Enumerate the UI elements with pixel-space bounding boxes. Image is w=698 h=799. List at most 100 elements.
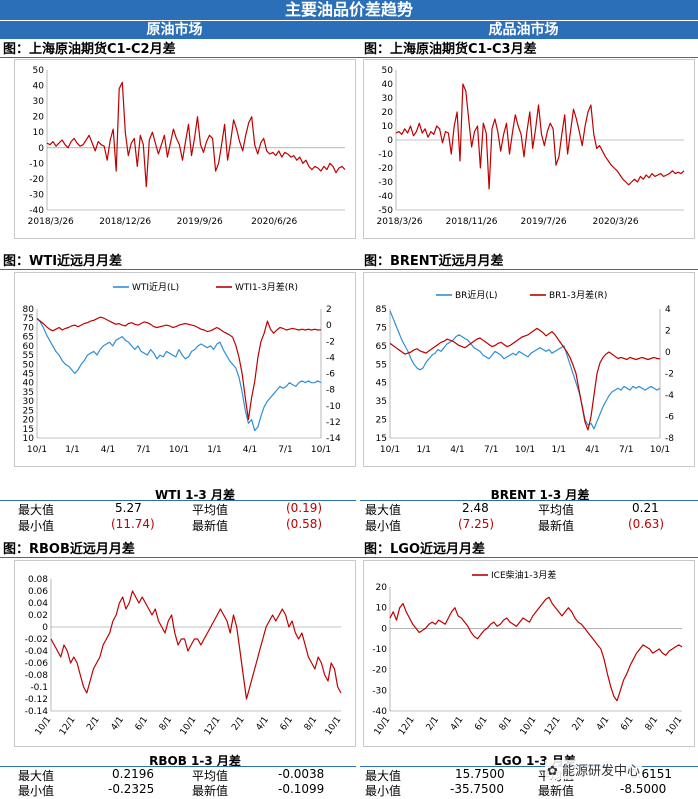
brent-avg-value: 0.21: [632, 501, 659, 515]
x-tick-label: 10/1: [665, 715, 685, 737]
y2-tick-label: -4: [326, 353, 335, 363]
y2-tick-label: 4: [665, 305, 671, 315]
x-tick-label: 2020/6/26: [251, 217, 297, 227]
brent-stats-title: BRENT 1-3 月差: [490, 488, 590, 502]
y-tick-label: 0.02: [28, 611, 48, 621]
y-tick-label: 25: [23, 406, 34, 416]
y-tick-label: 10: [33, 128, 45, 138]
y-tick-label: 50: [33, 66, 45, 76]
lgo-min-label: 最小值: [365, 784, 402, 798]
legend-label: ICE柴油1-3月差: [491, 569, 556, 581]
y-tick-label: 20: [382, 108, 394, 118]
rbob-avg-label: 平均值: [192, 769, 229, 783]
x-tick-label: 2/1: [571, 715, 587, 733]
series-line-0: [395, 83, 685, 190]
chart-sc-c1c2: 50 40 30 20 10 0 -10 -20 -30 -40 2018/3/26 2018/12/…: [14, 59, 356, 239]
series-line-0: [50, 590, 342, 700]
rbob-latest-value: -0.1099: [278, 782, 325, 796]
y-tick-label: 65: [376, 342, 387, 352]
x-tick-label: 12/1: [58, 715, 78, 737]
wti-max-value: 5.27: [115, 501, 142, 515]
y-tick-label: 45: [376, 379, 387, 389]
y2-tick-label: -8: [665, 434, 674, 444]
y-tick-label: -0.14: [25, 707, 49, 717]
y2-tick-label: -12: [326, 418, 341, 428]
rbob-min-value: -0.2325: [108, 782, 155, 796]
x-tick-label: 10/1: [311, 445, 331, 455]
y-tick-label: 35: [376, 397, 387, 407]
chart-sc-c1c3: 50 40 30 20 10 0 -10 -20 -30 -40 -50 2018/3/26 2018/…: [363, 59, 695, 239]
y-tick-label: 40: [23, 379, 35, 389]
chart-lgo: 20 10 0 -10 -20 -30 -40 10/1 12/1 2/1 4/1 6/1 8/1 10/…: [363, 560, 695, 747]
x-tick-label: 4/1: [585, 445, 599, 455]
y-tick-label: -30: [372, 686, 387, 696]
brent-avg-label: 平均值: [538, 503, 575, 517]
x-tick-label: 4/1: [254, 715, 270, 733]
y-tick-label: -20: [29, 175, 44, 185]
y-tick-label: 75: [23, 314, 34, 324]
x-tick-label: 2/1: [230, 715, 246, 733]
x-tick-label: 7/1: [484, 445, 498, 455]
y-tick-label: -40: [378, 192, 393, 202]
x-tick-label: 1/1: [552, 445, 566, 455]
brent-min-label: 最小值: [365, 519, 402, 533]
wti-stats-title: WTI 1-3 月差: [155, 488, 235, 502]
y-tick-label: 20: [33, 113, 45, 123]
y2-tick-label: 2: [326, 305, 332, 315]
lgo-latest-value: -8.5000: [620, 782, 667, 796]
y-tick-label: 80: [23, 305, 35, 315]
y-tick-label: -30: [29, 190, 44, 200]
wti-max-label: 最大值: [18, 503, 55, 517]
series-line-0: [46, 81, 346, 188]
wti-avg-value: (0.19): [286, 501, 323, 515]
y-tick-label: 30: [382, 94, 394, 104]
section-sc-c1c2: 图：上海原油期货C1-C2月差: [3, 42, 176, 57]
y-tick-label: -20: [372, 666, 387, 676]
x-tick-label: 8/1: [498, 715, 514, 733]
rbob-avg-value: -0.0038: [278, 767, 325, 781]
rbob-min-label: 最小值: [18, 784, 55, 798]
x-tick-label: 6/1: [279, 715, 295, 733]
lgo-min-value: -35.7500: [450, 782, 504, 796]
y-tick-label: -0.12: [25, 695, 48, 705]
brent-latest-value: (0.63): [628, 517, 665, 531]
x-tick-label: 7/1: [278, 445, 292, 455]
legend-label: WTI近月(L): [132, 281, 179, 293]
x-tick-label: 10/1: [650, 445, 670, 455]
x-tick-label: 2/1: [425, 715, 441, 733]
chart-brent: 85 75 65 55 45 35 25 15 4 2 0 -2 -4 -6 -8 10/1 1/1 4/1 7/1…: [363, 272, 695, 467]
y-tick-label: -0.04: [25, 647, 49, 657]
x-tick-label: 2018/12/26: [99, 217, 151, 227]
x-tick-label: 10/1: [519, 715, 539, 737]
y-tick-label: 10: [382, 122, 394, 132]
y-tick-label: -20: [378, 164, 393, 174]
x-tick-label: 1/1: [207, 445, 221, 455]
y2-tick-label: -14: [326, 434, 341, 444]
wechat-icon: ✿: [547, 764, 563, 779]
x-tick-label: 2019/7/26: [521, 217, 567, 227]
section-sc-c1c3: 图：上海原油期货C1-C3月差: [364, 42, 537, 57]
y-tick-label: 15: [23, 425, 34, 435]
lgo-latest-label: 最新值: [538, 784, 575, 798]
y2-tick-label: -2: [326, 337, 335, 347]
section-brent: 图：BRENT近远月月差: [364, 254, 504, 269]
x-tick-label: 2019/9/26: [177, 217, 223, 227]
y2-tick-label: -6: [326, 370, 335, 380]
y-tick-label: -10: [372, 645, 387, 655]
chart-rbob: 0.08 0.06 0.04 0.02 0 -0.02 -0.04 -0.06 -0.08 -0.…: [14, 560, 356, 747]
rbob-latest-label: 最新值: [192, 784, 229, 798]
section-lgo: 图：LGO近远月月差: [364, 542, 486, 557]
wti-min-value: (11.74): [111, 517, 155, 531]
y-tick-label: 30: [33, 97, 45, 107]
rbob-max-value: 0.2196: [112, 767, 154, 781]
x-tick-label: 1/1: [65, 445, 79, 455]
x-tick-label: 10/1: [373, 715, 393, 737]
x-tick-label: 12/1: [203, 715, 223, 737]
y-tick-label: 40: [382, 80, 394, 90]
y2-tick-label: -8: [326, 386, 335, 396]
lgo-max-value: 15.7500: [455, 767, 505, 781]
series-line-0: [389, 310, 661, 430]
section-wti: 图：WTI近远月月差: [3, 254, 123, 269]
y-tick-label: 15: [376, 434, 387, 444]
y2-tick-label: -6: [665, 413, 674, 423]
